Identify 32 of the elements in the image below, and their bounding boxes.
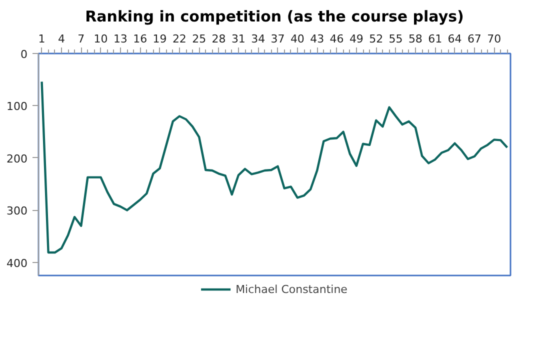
y-tick-label: 300	[6, 204, 28, 218]
line-series	[40, 80, 508, 254]
x-tick-label: 7	[78, 32, 85, 46]
x-tick-label: 40	[290, 32, 304, 46]
x-tick-label: 19	[152, 32, 167, 46]
x-tick-label: 4	[58, 32, 65, 46]
y-tick-label: 400	[6, 256, 28, 270]
x-tick-label: 58	[408, 32, 422, 46]
x-tick-label: 70	[487, 32, 502, 46]
x-tick-label: 10	[94, 32, 108, 46]
x-tick-label: 52	[369, 32, 384, 46]
x-tick-label: 22	[172, 32, 186, 46]
x-tick-label: 28	[212, 32, 226, 46]
x-tick-label: 13	[113, 32, 128, 46]
chart-title: Ranking in competition (as the course plays)	[85, 8, 464, 26]
x-tick-label: 61	[428, 32, 442, 46]
y-tick-label: 200	[6, 152, 28, 166]
x-tick-label: 1	[38, 32, 46, 46]
x-tick-label: 49	[349, 32, 364, 46]
x-tick-label: 64	[448, 32, 462, 46]
x-tick-label: 55	[388, 32, 403, 46]
x-tick-label: 31	[231, 32, 246, 46]
x-tick-label: 34	[251, 32, 266, 46]
x-tick-label: 43	[310, 32, 324, 46]
x-tick-label: 37	[270, 32, 285, 46]
y-tick-label: 0	[20, 48, 28, 61]
y-tick-label: 100	[6, 100, 28, 114]
x-tick-label: 46	[330, 32, 344, 46]
x-tick-label: 25	[192, 32, 206, 46]
x-tick-label: 16	[133, 32, 148, 46]
x-tick-label: 67	[467, 32, 482, 46]
legend-label: Michael Constantine	[236, 282, 348, 296]
